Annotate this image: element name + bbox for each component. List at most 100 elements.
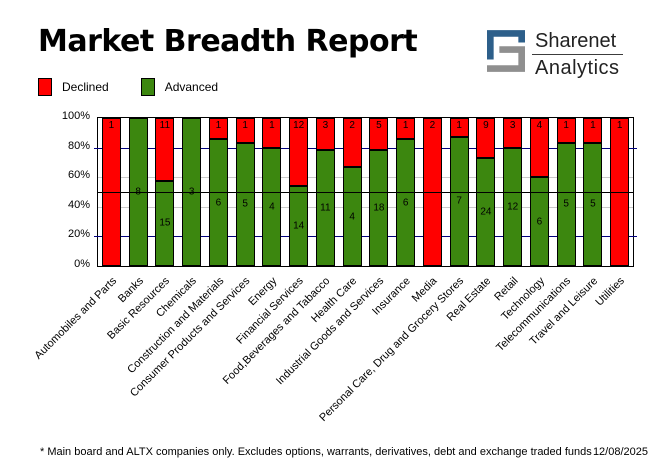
bar-advanced-value: 12 [507,201,519,213]
bar-declined-value: 5 [376,120,382,132]
logo-brand-name: Sharenet [532,30,623,55]
x-axis-label: Utilities [593,275,628,309]
y-axis-tick-label: 60% [67,169,90,182]
legend-item-advanced: Advanced [140,78,219,96]
gridline [94,236,637,238]
bar-advanced-value: 6 [402,197,409,209]
bar: 14 12 [289,118,309,266]
y-axis-tick-label: 20% [67,228,90,241]
gridline [94,147,637,149]
bar: 11 3 [315,118,335,266]
bar-advanced-segment: 18 [369,150,389,266]
bar-advanced-value: 24 [480,206,492,218]
bar-advanced-segment: 14 [289,186,309,266]
bar-declined-segment: 1 [235,118,255,143]
declined-swatch-icon [38,78,52,96]
bar-advanced-value: 14 [293,220,305,232]
bar-declined-segment: 2 [342,118,362,168]
bar: 24 9 [476,118,496,266]
bar-declined-value: 1 [108,120,115,131]
bar-advanced-segment: 6 [396,139,416,266]
bar: 15 11 [155,118,175,266]
bar-advanced-segment: 4 [342,167,362,266]
bar-advanced-value: 5 [590,198,596,210]
bar-declined-segment: 1 [396,118,416,140]
y-axis-tick-label: 80% [67,139,90,152]
bar-declined-value: 1 [269,120,275,132]
logo-glyph-blue [487,30,525,60]
bar-advanced-segment: 5 [235,142,255,266]
bar-declined-value: 1 [616,120,623,131]
gridline [98,206,633,208]
bar-declined-value: 9 [483,120,489,132]
legend-label-advanced: Advanced [164,80,219,94]
bar-advanced-value: 4 [349,211,355,223]
bar-declined-segment: 1 [449,118,469,137]
bar-advanced-value: 15 [159,217,171,229]
bar-advanced-value: 5 [563,198,569,210]
bar-advanced-value: 18 [373,202,385,214]
bar-declined-value: 2 [349,120,355,132]
bar-advanced-segment: 5 [583,142,603,266]
bar-advanced-value: 11 [320,202,331,214]
bar-advanced-segment: 5 [556,142,576,266]
bar-advanced-segment: 15 [155,180,175,266]
bar-declined-segment: 5 [369,118,389,151]
legend-label-declined: Declined [62,80,109,94]
bar-declined-segment: 4 [529,118,549,178]
bar-advanced-segment: 24 [476,158,496,266]
bar-advanced-segment: 7 [449,136,469,266]
bar-declined-segment: 3 [503,118,523,148]
bar-declined-value: 4 [536,120,543,132]
sharenet-logo: Sharenet Analytics [487,30,623,80]
bar-advanced-segment: 6 [208,139,228,266]
bar-advanced-value: 6 [536,216,543,228]
chart-legend: Declined Advanced [38,78,218,96]
bar-declined-value: 3 [509,120,516,132]
bar-advanced-value: 6 [215,197,222,209]
bar-advanced-segment: 11 [315,149,335,266]
bar-advanced-segment: 6 [529,177,549,266]
bar-declined-segment: 9 [476,118,496,159]
bar-declined-value: 1 [456,120,462,131]
bar-advanced-value: 7 [456,195,462,207]
bar-declined-value: 3 [322,120,329,132]
bar-declined-value: 1 [215,120,222,132]
footer-note: * Main board and ALTX companies only. Ex… [40,446,592,458]
bar: 18 5 [369,118,389,266]
gridline [98,192,633,193]
x-axis-label: Automobiles and Parts [32,275,119,362]
bar-declined-segment: 1 [583,118,603,143]
bar-declined-value: 1 [563,120,569,132]
logo-brand-sub: Analytics [535,57,620,79]
bar-declined-segment: 1 [556,118,576,143]
bar-declined-value: 11 [159,120,171,132]
y-axis-tick-label: 100% [61,110,90,122]
advanced-swatch-icon [140,78,155,96]
gridline [98,177,633,179]
bar-declined-segment: 1 [262,118,282,148]
bar-declined-segment: 11 [155,118,175,181]
page-title: Market Breadth Report [38,24,418,59]
bar-declined-value: 1 [242,120,248,132]
bar-declined-value: 2 [429,120,436,131]
bar-declined-segment: 3 [315,118,335,150]
plot-area: 1815113615141141211342185612712491236451… [94,117,637,267]
bar-declined-value: 1 [402,120,409,132]
sharenet-logo-icon [487,30,525,72]
bar-advanced-segment: 12 [503,147,523,266]
y-axis-tick-label: 0% [74,258,90,270]
bar-declined-value: 12 [293,120,305,132]
report-date: 12/08/2025 [592,446,648,458]
y-axis-tick-label: 40% [67,198,90,211]
logo-text: Sharenet Analytics [532,30,623,80]
